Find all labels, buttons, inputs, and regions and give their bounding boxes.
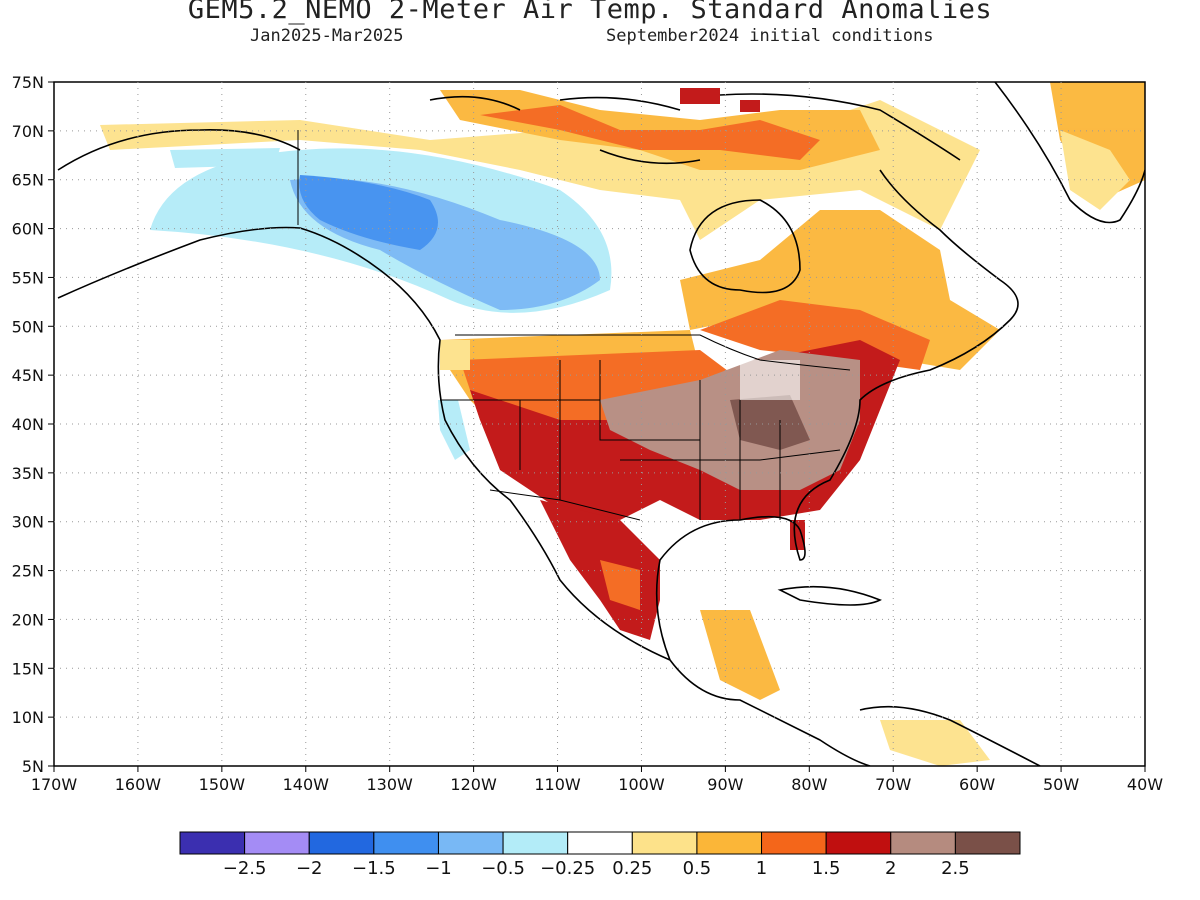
lat-label: 15N <box>12 659 44 678</box>
colorbar-box <box>244 831 310 855</box>
lon-label: 80W <box>791 775 827 794</box>
colorbar-box <box>761 831 827 855</box>
lon-label: 120W <box>450 775 497 794</box>
greenland-light <box>1060 130 1130 210</box>
colorbar-label: 2.5 <box>941 858 970 879</box>
lat-label: 20N <box>12 610 44 629</box>
lon-label: 50W <box>1043 775 1079 794</box>
alaska-north <box>57 129 301 171</box>
latitude-labels: 75N 70N 65N 60N 55N 50N 45N 40N 35N 30N 25N 20N 15N 1… <box>12 73 44 776</box>
lon-label: 110W <box>534 775 581 794</box>
us-mexico-border <box>489 489 641 521</box>
colorbar-box <box>890 831 956 855</box>
arctic-islands <box>429 93 961 165</box>
colorbar-box <box>825 831 892 855</box>
colorbar-label: −0.5 <box>481 858 525 879</box>
arctic-red <box>680 88 720 104</box>
colorbar-box <box>567 831 633 855</box>
state-lines <box>440 360 841 520</box>
lat-label: 55N <box>12 268 44 287</box>
colorbar-box <box>954 831 1021 855</box>
lat-label: 10N <box>12 708 44 727</box>
colorbar-box <box>502 831 569 855</box>
cyan-strip <box>170 148 280 168</box>
us-dark-brown <box>730 395 810 450</box>
hudson-bay <box>689 199 801 294</box>
lat-label: 25N <box>12 562 44 581</box>
colorbar-labels: −2.5 −2 −1.5 −1 −0.5 −0.25 0.25 0.5 1 1.5 2 2.5 <box>223 858 970 879</box>
initial-conditions: September2024 initial conditions <box>606 26 934 46</box>
east-canada-light <box>680 210 1000 370</box>
colorbar-boxes <box>179 831 1021 855</box>
gulf-coast <box>655 169 1019 661</box>
lon-label: 130W <box>367 775 414 794</box>
forecast-period: Jan2025-Mar2025 <box>250 26 404 46</box>
south-america <box>859 705 1041 766</box>
central-america-light <box>700 610 780 700</box>
great-lakes-white <box>740 360 800 400</box>
west-coast-cyan <box>438 400 470 460</box>
colorbar-label: −1.5 <box>352 858 396 879</box>
map-title: GEM5.2_NEMO 2-Meter Air Temp. Standard A… <box>187 0 993 25</box>
colorbar-label: 1 <box>756 858 767 879</box>
arctic-dark-orange <box>480 105 820 160</box>
colorbar-box <box>373 831 439 855</box>
cuba <box>777 585 882 606</box>
coastlines <box>57 82 1145 766</box>
lat-label: 40N <box>12 415 44 434</box>
lat-label: 75N <box>12 73 44 92</box>
lon-label: 60W <box>959 775 995 794</box>
lat-label: 50N <box>12 317 44 336</box>
nw-coast-light <box>440 340 470 370</box>
lon-label: 170W <box>31 775 78 794</box>
colorbar-label: −2 <box>296 858 323 879</box>
colorbar-label: 0.5 <box>683 858 712 879</box>
us-canada-border <box>455 334 851 371</box>
mexico-orange <box>600 560 640 610</box>
lon-label: 40W <box>1127 775 1163 794</box>
lon-label: 140W <box>283 775 330 794</box>
longitude-labels: 170W 160W 150W 140W 130W 120W 110W 100W 90W 80W 70… <box>31 775 1163 794</box>
lat-label: 60N <box>12 220 44 239</box>
colorbar-box <box>179 831 246 855</box>
political-borders <box>297 130 851 521</box>
lon-label: 90W <box>707 775 743 794</box>
lat-label: 70N <box>12 122 44 141</box>
lon-label: 70W <box>875 775 911 794</box>
blue-region <box>299 175 438 250</box>
colorbar-box <box>308 831 375 855</box>
arctic-light-orange <box>100 100 980 240</box>
lat-label: 35N <box>12 464 44 483</box>
lon-label: 100W <box>618 775 665 794</box>
colorbar-label: −0.25 <box>540 858 595 879</box>
lat-label: 45N <box>12 366 44 385</box>
colorbar-box <box>437 831 504 855</box>
colorbar-label: −2.5 <box>223 858 267 879</box>
greenland-coast <box>994 82 1145 224</box>
colorbar-label: −1 <box>425 858 452 879</box>
colorbar-label: 2 <box>885 858 896 879</box>
lon-label: 150W <box>199 775 246 794</box>
caribbean-light <box>880 720 990 766</box>
graticule <box>48 81 1146 772</box>
colorbar-box <box>631 831 698 855</box>
colorbar-label: 0.25 <box>612 858 652 879</box>
lat-label: 65N <box>12 171 44 190</box>
arctic-red-2 <box>740 100 760 112</box>
lat-label: 30N <box>12 513 44 532</box>
north-america-coast <box>57 226 871 766</box>
colorbar-label: 1.5 <box>812 858 841 879</box>
lon-label: 160W <box>115 775 162 794</box>
anomaly-shading <box>100 82 1145 766</box>
lat-label: 5N <box>22 757 44 776</box>
colorbar-box <box>696 831 763 855</box>
